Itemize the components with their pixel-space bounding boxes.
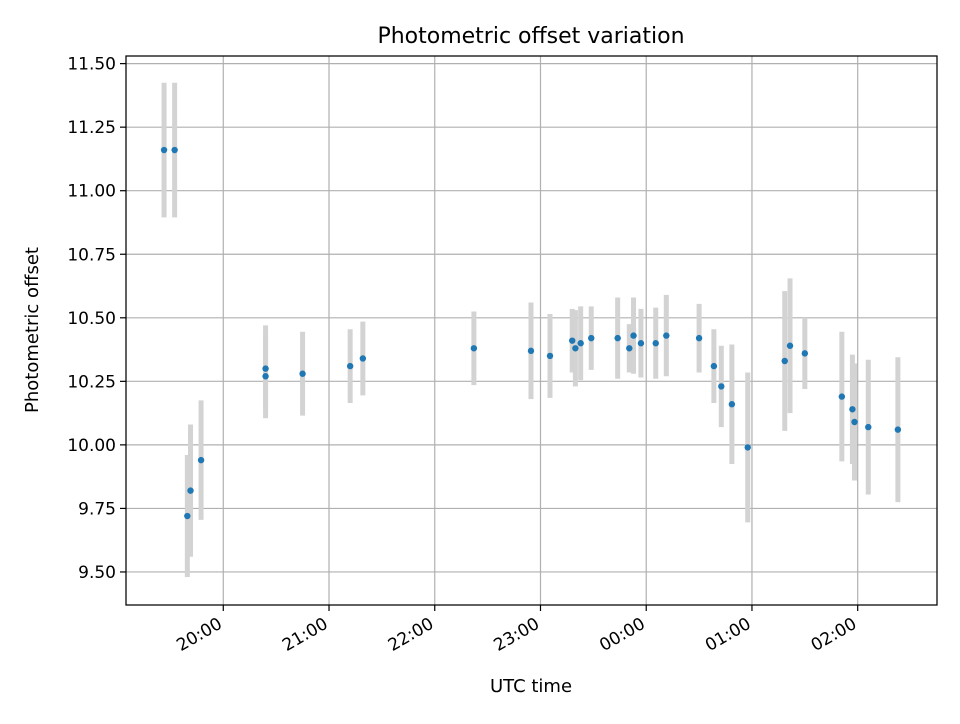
x-axis-label: UTC time [490,676,572,697]
data-point [652,340,659,347]
data-point [470,345,478,352]
data-point [187,487,194,494]
data-point [346,362,354,370]
data-point [718,383,725,390]
y-tick-label: 10.25 [67,372,116,392]
data-point [728,401,736,408]
x-tick-label: 21:00 [279,614,331,656]
data-point [262,365,269,372]
x-tick-label: 23:00 [491,614,543,656]
y-tick-label: 10.75 [67,245,116,265]
data-point [695,334,703,342]
data-point [359,355,367,362]
data-point [894,426,902,433]
data-point [626,345,633,352]
plot-frame [125,55,938,606]
data-point [849,406,856,413]
data-point [614,334,621,342]
data-points [160,146,902,520]
chart-title: Photometric offset variation [377,24,684,49]
y-tick-label: 10.00 [67,436,116,456]
data-point [710,362,718,370]
data-point [184,512,191,520]
x-tick-label: 02:00 [808,614,860,656]
data-point [572,345,579,352]
data-point [577,340,584,347]
data-point [801,350,809,357]
data-point [781,357,788,365]
data-point [160,146,168,154]
data-point [838,393,846,400]
data-point [663,332,670,339]
y-tick-label: 9.50 [78,563,116,583]
data-point [588,334,595,342]
y-tick-label: 10.50 [67,309,116,329]
y-tick-label: 11.50 [67,55,116,75]
y-tick-label: 11.25 [67,118,116,138]
data-point [786,342,794,349]
data-point [569,337,576,344]
data-point [299,370,306,377]
x-tick-label: 00:00 [596,614,648,656]
data-point [262,373,269,380]
data-point [630,332,637,339]
x-axis-ticks: 20:00 21:00 22:00 23:00 00:00 01:00 02:00 [173,605,860,656]
y-tick-label: 9.75 [78,499,116,519]
data-point [171,146,178,154]
y-axis-ticks: 9.50 9.75 10.00 10.25 10.50 10.75 11.00 11.25 11… [67,55,126,583]
x-tick-label: 01:00 [702,614,754,656]
y-axis-label: Photometric offset [22,247,43,413]
grid [126,56,937,605]
data-point [744,444,751,451]
x-tick-label: 20:00 [173,614,225,656]
x-tick-label: 22:00 [385,614,437,656]
data-point [637,340,645,347]
error-bars [161,82,901,578]
data-point [197,456,205,464]
data-point [865,423,872,431]
y-tick-label: 11.00 [67,182,116,202]
data-point [546,352,554,360]
data-point [851,418,858,426]
data-point [527,347,535,355]
